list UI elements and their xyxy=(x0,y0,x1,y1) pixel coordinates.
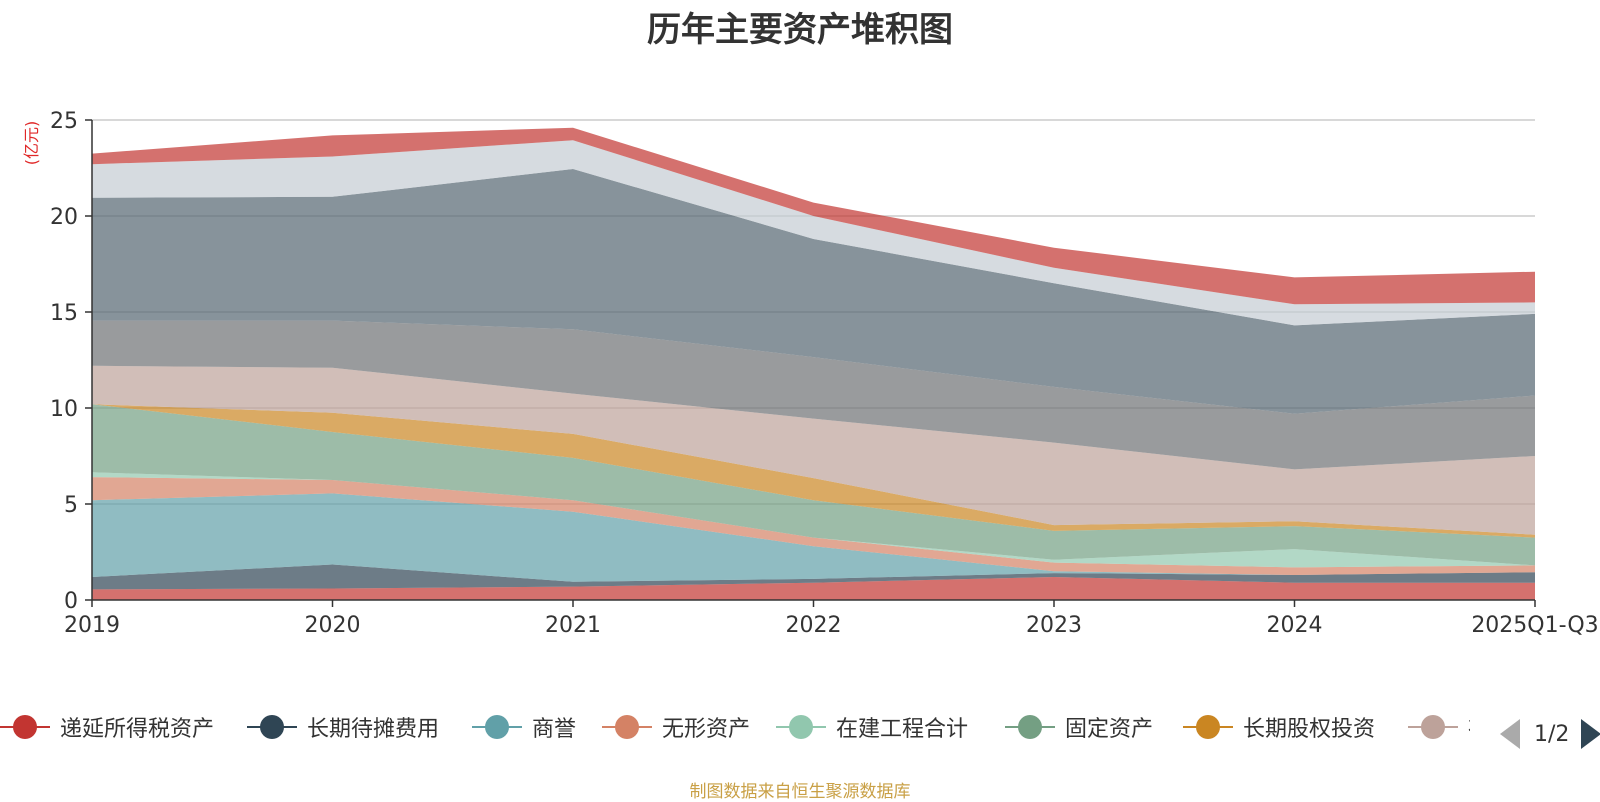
legend-next-page-icon[interactable] xyxy=(1581,719,1600,749)
legend-label: 存货 xyxy=(1468,711,1470,743)
chart-title: 历年主要资产堆积图 xyxy=(647,10,953,50)
x-tick-label: 2021 xyxy=(545,613,601,638)
legend: 递延所得税资产 长期待摊费用 商誉 无形资产 在建工程合计 固定资产 长期股权投… xyxy=(0,705,1470,749)
legend-marker-icon xyxy=(1183,712,1233,742)
legend-pager: 1/2 xyxy=(1500,718,1600,750)
legend-marker-icon xyxy=(602,712,652,742)
stacked-areas xyxy=(92,127,1535,600)
area-series-1[interactable] xyxy=(92,564,1535,590)
y-tick-label: 20 xyxy=(50,205,78,230)
legend-item-goodwill[interactable]: 商誉 xyxy=(472,705,576,749)
legend-item-inventory[interactable]: 存货 xyxy=(1408,705,1470,749)
legend-item-deferred-tax-assets[interactable]: 递延所得税资产 xyxy=(0,705,214,749)
legend-label: 长期待摊费用 xyxy=(307,717,440,742)
y-tick-label: 25 xyxy=(50,109,78,134)
y-tick-label: 5 xyxy=(64,493,78,518)
area-series-7[interactable] xyxy=(92,365,1535,535)
legend-marker-icon xyxy=(776,712,826,742)
area-series-0[interactable] xyxy=(92,577,1535,600)
legend-marker-icon xyxy=(247,712,297,742)
area-series-4[interactable] xyxy=(92,472,1535,568)
legend-marker-icon xyxy=(0,712,50,742)
area-series-3[interactable] xyxy=(92,477,1535,575)
axes: 0 5 10 15 20 25 2019 2020 2021 2022 2023 2024 2025Q1… xyxy=(50,109,1599,638)
area-series-5[interactable] xyxy=(92,404,1535,566)
area-series-9[interactable] xyxy=(92,169,1535,414)
legend-item-fixed-assets[interactable]: 固定资产 xyxy=(1005,705,1153,749)
y-tick-label: 10 xyxy=(50,397,78,422)
area-series-8[interactable] xyxy=(92,320,1535,470)
legend-item-long-term-equity-investment[interactable]: 长期股权投资 xyxy=(1183,705,1375,749)
y-tick-label: 15 xyxy=(50,301,78,326)
x-tick-label: 2025Q1-Q3 xyxy=(1471,613,1598,638)
legend-marker-icon xyxy=(472,712,522,742)
legend-label: 递延所得税资产 xyxy=(60,717,215,742)
x-tick-label: 2024 xyxy=(1267,613,1323,638)
area-series-11[interactable] xyxy=(92,127,1535,305)
legend-item-long-term-deferred-expenses[interactable]: 长期待摊费用 xyxy=(247,705,439,749)
x-tick-label: 2020 xyxy=(305,613,361,638)
legend-item-intangible-assets[interactable]: 无形资产 xyxy=(602,705,750,749)
x-tick-label: 2022 xyxy=(786,613,842,638)
legend-prev-page-icon[interactable] xyxy=(1500,719,1520,749)
area-series-2[interactable] xyxy=(92,493,1535,582)
area-series-6[interactable] xyxy=(92,404,1535,538)
y-tick-label: 0 xyxy=(64,589,78,614)
legend-marker-icon xyxy=(1005,712,1055,742)
legend-label: 在建工程合计 xyxy=(836,717,969,742)
x-tick-label: 2019 xyxy=(64,613,120,638)
legend-label: 无形资产 xyxy=(662,717,751,742)
x-tick-label: 2023 xyxy=(1026,613,1082,638)
legend-marker-icon xyxy=(1408,712,1458,742)
legend-item-construction-in-progress[interactable]: 在建工程合计 xyxy=(776,705,968,749)
legend-label: 固定资产 xyxy=(1065,717,1154,742)
data-source-note: 制图数据来自恒生聚源数据库 xyxy=(689,782,911,802)
area-series-10[interactable] xyxy=(92,140,1535,326)
legend-page-indicator: 1/2 xyxy=(1534,721,1570,747)
chart-plot-area: 0 5 10 15 20 25 2019 2020 2021 2022 2023 2024 2025Q1… xyxy=(50,109,1599,638)
legend-label: 长期股权投资 xyxy=(1243,717,1376,742)
legend-label: 商誉 xyxy=(532,717,577,742)
